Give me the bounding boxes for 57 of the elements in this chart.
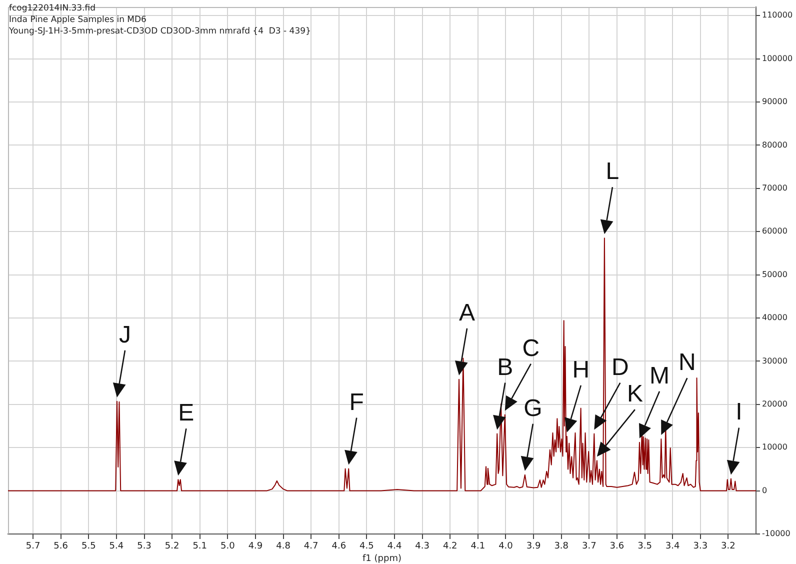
x-tick-label: 3.4 <box>665 542 680 552</box>
x-tick-label: 5.2 <box>164 542 180 552</box>
y-tick-label: 50000 <box>762 270 788 279</box>
x-tick-label: 5.3 <box>137 542 152 552</box>
x-tick-label: 3.3 <box>693 542 708 552</box>
annotation: Young-SJ-1H-3-5mm-presat-CD3OD CD3OD-3mm nmrafd {4 D3 - 439} <box>8 26 311 36</box>
x-tick-label: 3.8 <box>554 542 569 552</box>
x-tick-label: 5.7 <box>26 542 40 552</box>
annotation: I <box>736 398 742 426</box>
annotation: A <box>459 299 476 326</box>
y-tick-label: 0 <box>762 486 768 495</box>
x-tick-label: 3.9 <box>526 542 541 552</box>
y-tick-label: -10000 <box>762 529 790 538</box>
x-tick-label: 4.2 <box>442 542 458 552</box>
x-tick-label: 4.9 <box>248 542 263 552</box>
x-tick-label: 4.0 <box>498 542 514 552</box>
annotation: K <box>626 380 643 408</box>
x-tick-label: 5.1 <box>192 542 208 552</box>
y-tick-label: 110000 <box>762 10 793 20</box>
annotation: G <box>524 394 542 422</box>
x-tick-label: 4.8 <box>276 542 291 552</box>
y-tick-label: 90000 <box>762 97 788 106</box>
annotation: B <box>497 354 514 381</box>
y-tick-label: 10000 <box>762 442 788 452</box>
x-tick-label: 3.7 <box>582 542 596 552</box>
y-tick-label: 70000 <box>762 184 788 193</box>
annotation: C <box>522 334 540 362</box>
x-tick-label: 5.0 <box>220 542 236 552</box>
x-tick-label: 4.1 <box>470 542 486 552</box>
x-tick-label: 4.4 <box>387 542 402 552</box>
annotation: H <box>572 356 590 384</box>
x-tick-label: 3.5 <box>638 542 652 552</box>
annotation: E <box>178 400 194 427</box>
y-tick-label: 60000 <box>762 226 788 236</box>
annotation: M <box>649 362 670 390</box>
x-tick-label: 5.4 <box>109 542 124 552</box>
annotation: L <box>606 158 620 186</box>
x-tick-label: 5.5 <box>81 542 96 552</box>
x-tick-label: 5.6 <box>54 542 68 552</box>
annotation: D <box>611 354 629 381</box>
x-tick-label: 4.7 <box>304 542 318 552</box>
annotation: F <box>349 388 364 416</box>
annotation: J <box>119 321 131 348</box>
x-tick-label: 4.3 <box>415 542 430 552</box>
y-tick-label: 20000 <box>762 399 788 408</box>
annotation: fcog122014IN.33.fid <box>9 3 96 14</box>
annotation: Inda Pine Apple Samples in MD6 <box>9 14 146 25</box>
x-tick-label: 4.5 <box>360 542 374 552</box>
y-tick-label: 30000 <box>762 356 788 366</box>
x-tick-label: 3.2 <box>721 542 736 552</box>
x-tick-label: 4.6 <box>332 542 346 552</box>
annotation: N <box>678 349 696 376</box>
y-tick-label: 40000 <box>762 313 788 322</box>
x-tick-label: 3.6 <box>610 542 624 552</box>
y-tick-label: 80000 <box>762 140 788 150</box>
x-axis-title: f1 (ppm) <box>362 554 402 564</box>
y-tick-label: 100000 <box>762 54 793 63</box>
